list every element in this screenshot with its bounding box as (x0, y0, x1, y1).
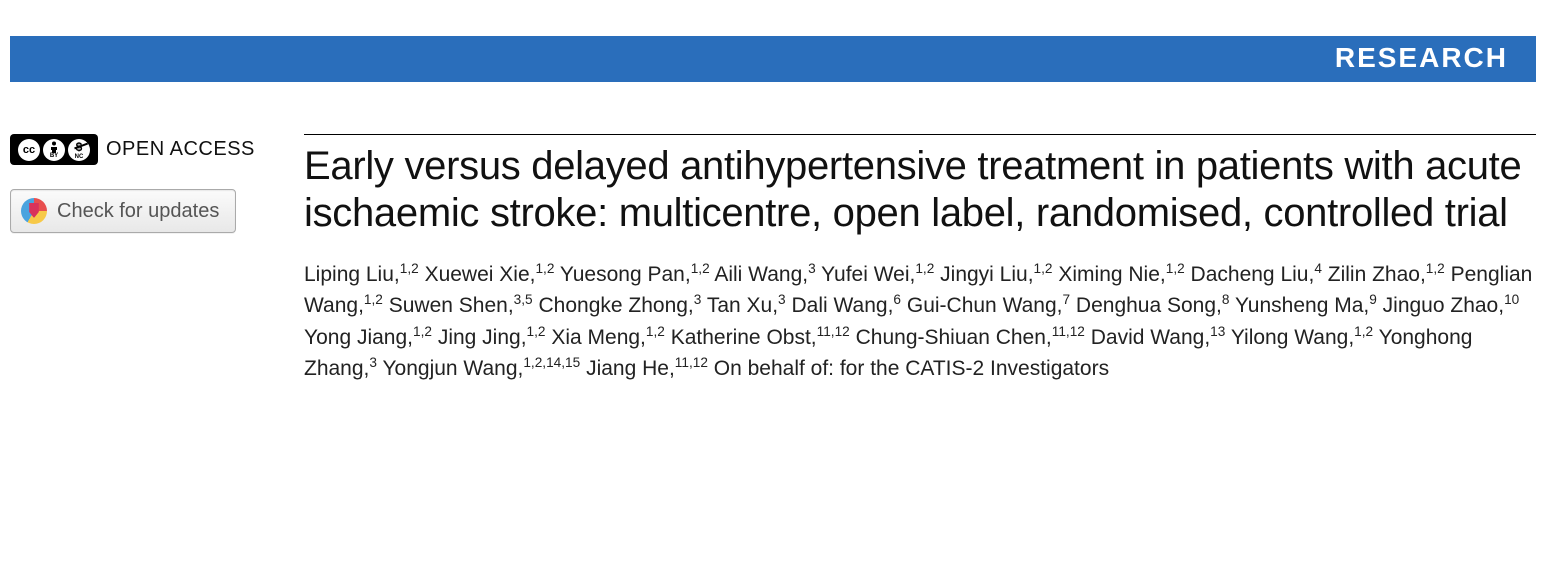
author-affiliation: 11,12 (1052, 324, 1085, 339)
author-affiliation: 11,12 (817, 324, 850, 339)
author: Xuewei Xie,1,2 (425, 263, 555, 286)
author: Yuesong Pan,1,2 (560, 263, 710, 286)
author: Yilong Wang,1,2 (1231, 326, 1373, 349)
author: Yunsheng Ma,9 (1235, 294, 1377, 317)
author-affiliation: 1,2,14,15 (523, 355, 580, 370)
article-title: Early versus delayed antihypertensive tr… (304, 143, 1536, 237)
author: Tan Xu,3 (707, 294, 786, 317)
author: Jing Jing,1,2 (438, 326, 546, 349)
author-affiliation: 1,2 (413, 324, 432, 339)
left-column: cc BY $ NC OPEN ACCESS Check for updates (10, 134, 280, 384)
author-affiliation: 1,2 (915, 261, 934, 276)
author-affiliation: 13 (1210, 324, 1225, 339)
author: Gui-Chun Wang,7 (907, 294, 1070, 317)
author: Chongke Zhong,3 (538, 294, 701, 317)
author-affiliation: 1,2 (364, 292, 383, 307)
author: Xia Meng,1,2 (551, 326, 665, 349)
author-affiliation: 6 (893, 292, 901, 307)
author: Dacheng Liu,4 (1191, 263, 1322, 286)
author: Jingyi Liu,1,2 (940, 263, 1052, 286)
author: Yong Jiang,1,2 (304, 326, 432, 349)
cc-icon: cc (18, 139, 40, 161)
author: Katherine Obst,11,12 (671, 326, 850, 349)
author: Denghua Song,8 (1076, 294, 1230, 317)
open-access-row: cc BY $ NC OPEN ACCESS (10, 134, 280, 165)
author-affiliation: 1,2 (1166, 261, 1185, 276)
crossmark-icon (21, 198, 47, 224)
author-affiliation: 10 (1504, 292, 1519, 307)
author: Dali Wang,6 (791, 294, 901, 317)
author: Jinguo Zhao,10 (1383, 294, 1520, 317)
open-access-label: OPEN ACCESS (106, 138, 255, 161)
author-affiliation: 3 (694, 292, 702, 307)
section-banner: RESEARCH (10, 36, 1536, 82)
author: Zilin Zhao,1,2 (1328, 263, 1445, 286)
author-affiliation: 11,12 (675, 355, 708, 370)
on-behalf-text: On behalf of: for the CATIS-2 Investigat… (714, 357, 1109, 380)
updates-button-label: Check for updates (57, 200, 219, 223)
author-affiliation: 1,2 (646, 324, 665, 339)
author: Liping Liu,1,2 (304, 263, 419, 286)
author-affiliation: 4 (1314, 261, 1322, 276)
author-affiliation: 3 (778, 292, 786, 307)
author-affiliation: 1,2 (1354, 324, 1373, 339)
author-affiliation: 9 (1369, 292, 1377, 307)
by-icon: BY (43, 139, 65, 161)
author: Aili Wang,3 (714, 263, 815, 286)
author: David Wang,13 (1091, 326, 1226, 349)
author-affiliation: 3 (369, 355, 377, 370)
content-layout: cc BY $ NC OPEN ACCESS Check for updates… (0, 82, 1546, 384)
author-affiliation: 8 (1222, 292, 1230, 307)
author: Jiang He,11,12 (586, 357, 708, 380)
author: Yufei Wei,1,2 (821, 263, 934, 286)
author-affiliation: 1,2 (400, 261, 419, 276)
nc-icon: $ NC (68, 139, 90, 161)
author: Suwen Shen,3,5 (389, 294, 533, 317)
author: Yongjun Wang,1,2,14,15 (382, 357, 580, 380)
banner-text: RESEARCH (1335, 42, 1508, 73)
authors-list: Liping Liu,1,2 Xuewei Xie,1,2 Yuesong Pa… (304, 259, 1536, 383)
author-affiliation: 1,2 (691, 261, 710, 276)
main-column: Early versus delayed antihypertensive tr… (304, 134, 1536, 384)
author-affiliation: 1,2 (1426, 261, 1445, 276)
author: Chung-Shiuan Chen,11,12 (856, 326, 1085, 349)
author-affiliation: 1,2 (527, 324, 546, 339)
author-affiliation: 1,2 (535, 261, 554, 276)
author-affiliation: 7 (1062, 292, 1070, 307)
check-for-updates-button[interactable]: Check for updates (10, 189, 236, 233)
author-affiliation: 3,5 (514, 292, 533, 307)
author: Ximing Nie,1,2 (1058, 263, 1184, 286)
author-affiliation: 1,2 (1034, 261, 1053, 276)
author-affiliation: 3 (808, 261, 816, 276)
cc-by-nc-icon: cc BY $ NC (10, 134, 98, 165)
